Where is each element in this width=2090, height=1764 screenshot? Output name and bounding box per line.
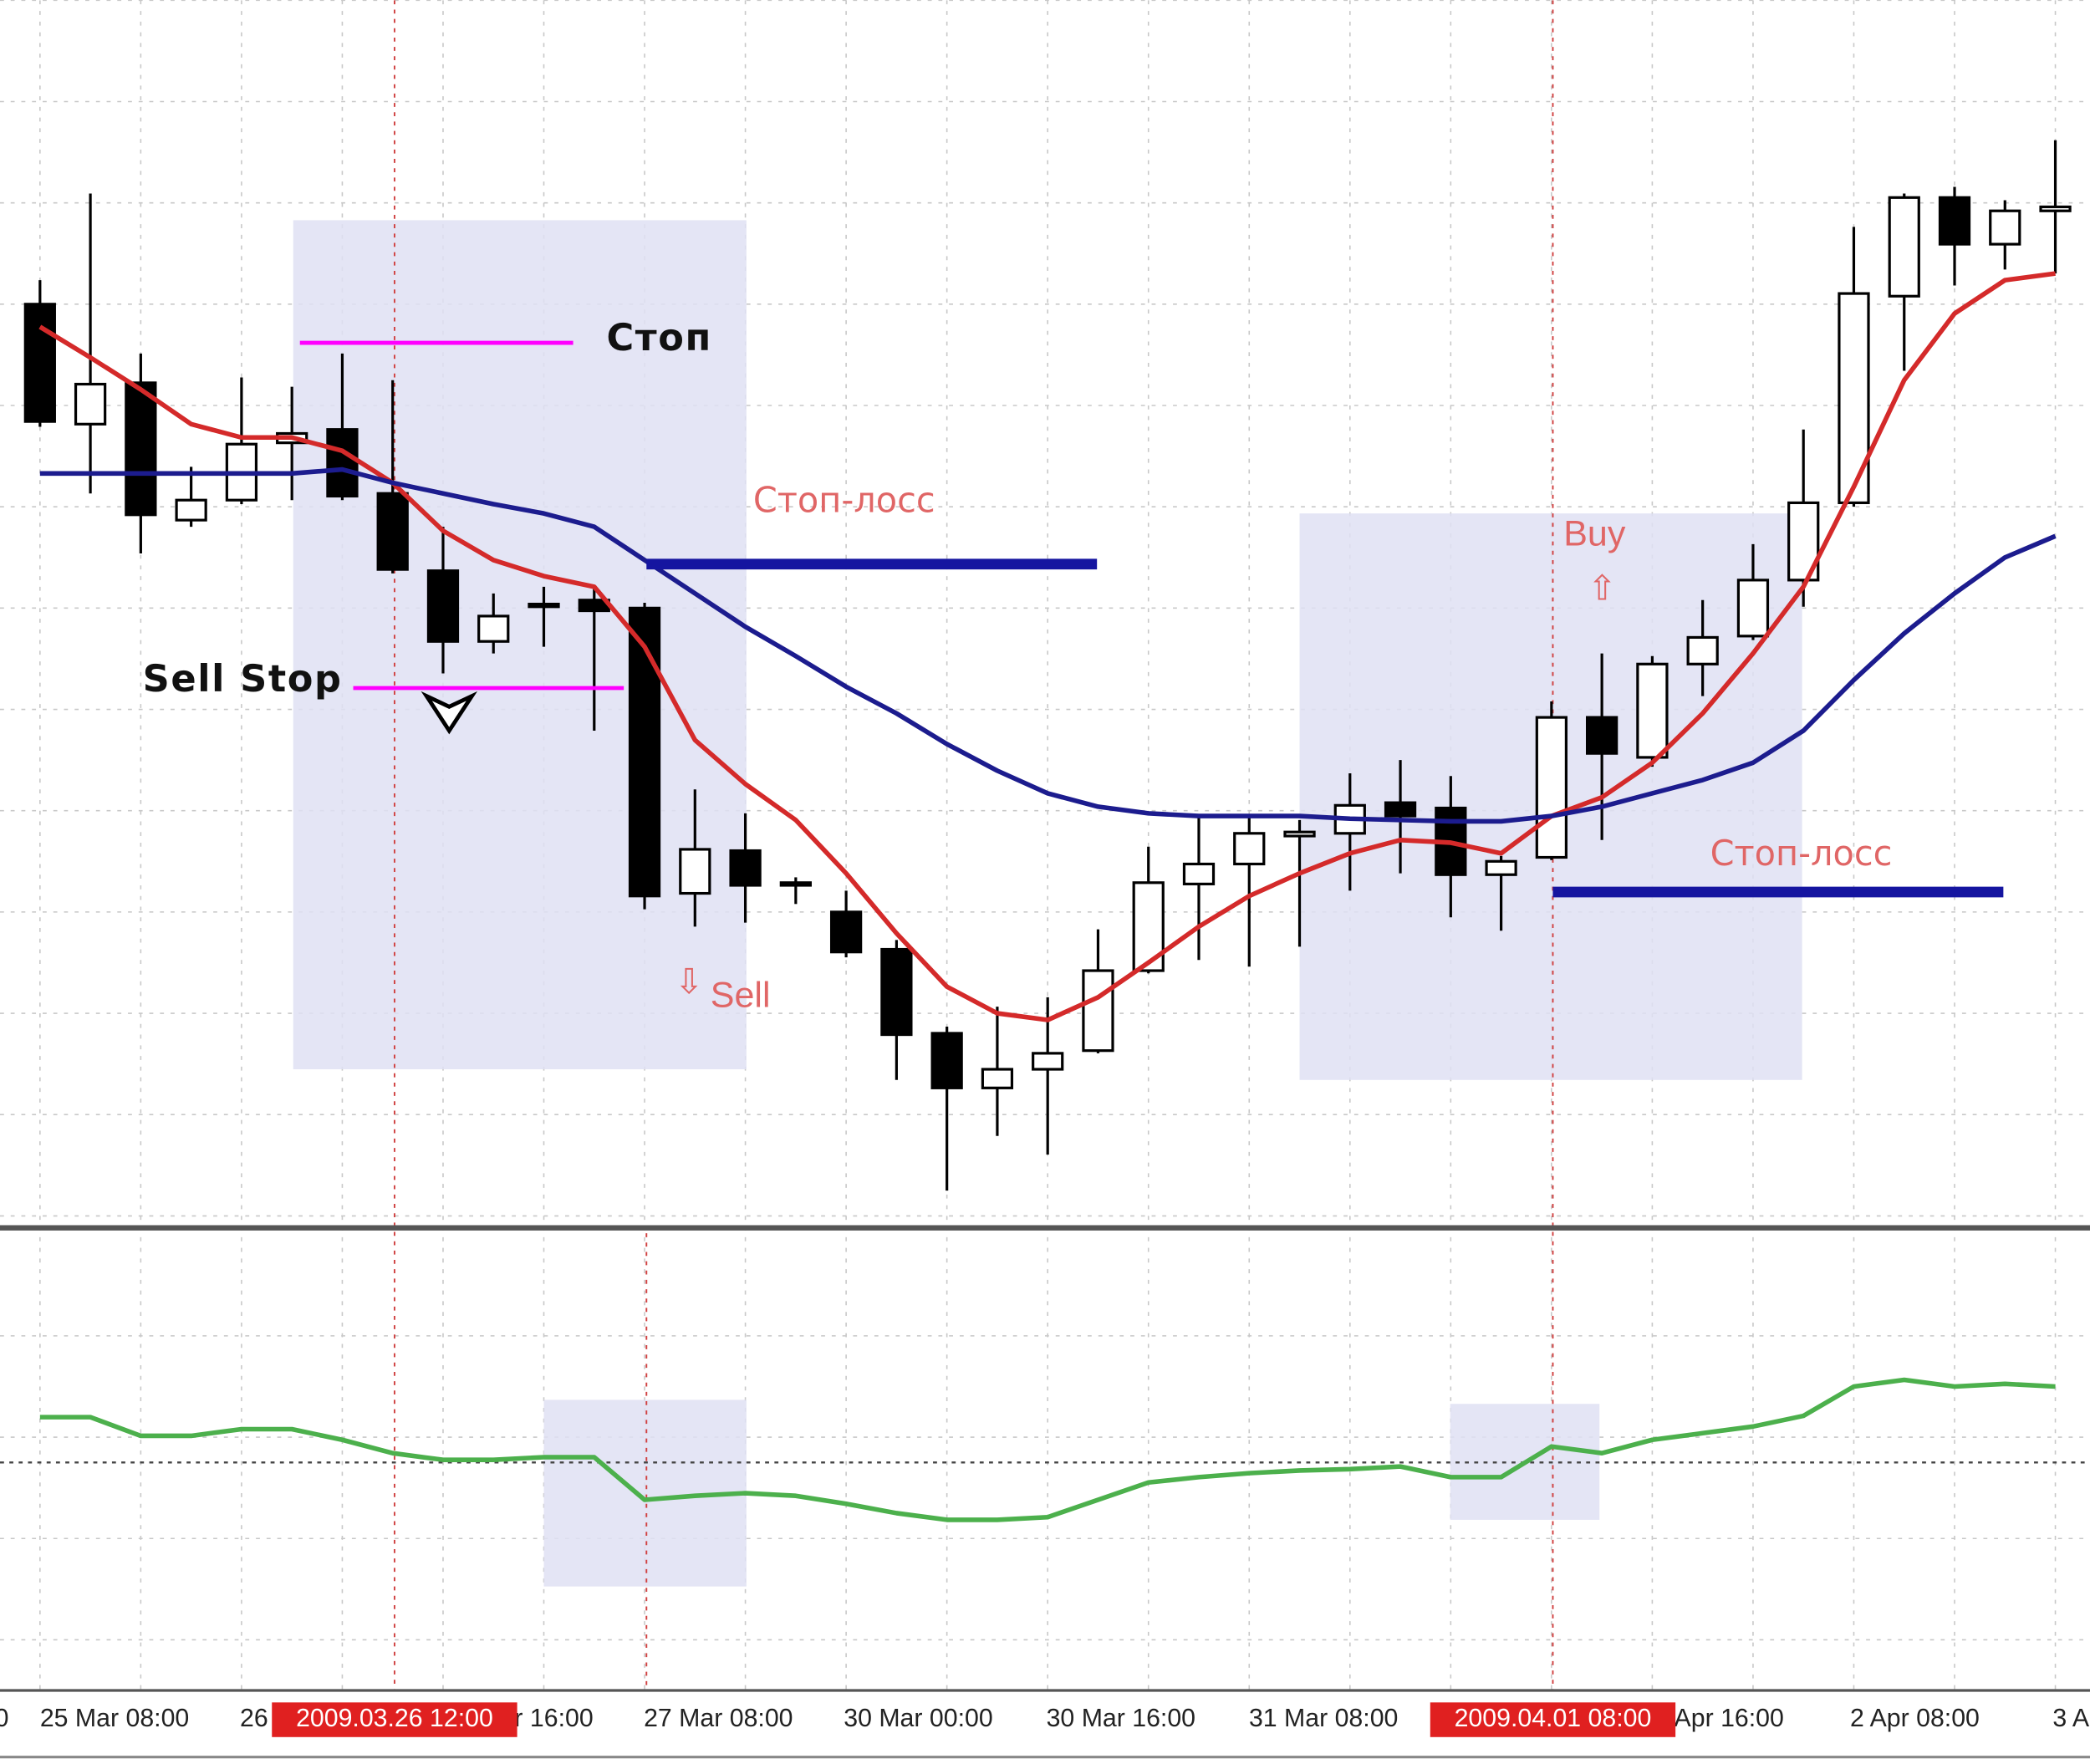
level-label: Стоп-лосс	[753, 480, 935, 520]
time-label: 3 A	[2052, 1705, 2090, 1732]
candle-body	[376, 492, 409, 571]
candle-body	[326, 428, 359, 498]
signal-label: Buy	[1563, 514, 1626, 554]
cursor-label: 2009.04.01 08:00	[1455, 1705, 1652, 1732]
candle-body	[1636, 662, 1669, 759]
candle-body	[1586, 716, 1618, 755]
level-label: Стоп	[606, 316, 711, 359]
time-label: 30 Mar 00:00	[844, 1705, 992, 1732]
candle-body	[1787, 501, 1820, 582]
moving-average	[39, 466, 2057, 824]
candle-body	[23, 303, 56, 423]
candle-body	[1938, 196, 1971, 246]
time-label: 26	[240, 1705, 268, 1732]
candle-body	[426, 569, 460, 643]
time-label: Apr 16:00	[1675, 1705, 1784, 1732]
candle-body	[477, 614, 510, 643]
candle-body	[1535, 716, 1568, 859]
time-label: 30 Mar 16:00	[1047, 1705, 1195, 1732]
time-label: 31 Mar 08:00	[1249, 1705, 1398, 1732]
level-label: Стоп-лосс	[1710, 834, 1893, 874]
candle-body	[1384, 801, 1417, 818]
candle-body	[880, 947, 913, 1037]
candle-body	[2039, 205, 2072, 212]
candle-body	[1132, 881, 1165, 972]
moving-average	[38, 271, 2056, 1022]
candle-body	[829, 910, 863, 954]
signal-arrow: ⇩	[675, 961, 704, 1002]
candle-body	[175, 498, 207, 522]
candle-body	[1838, 292, 1870, 504]
candle-body	[628, 606, 661, 898]
candle-body	[729, 849, 762, 887]
signal-label: Sell	[711, 975, 771, 1015]
candle-body	[1082, 969, 1114, 1053]
level-label: Sell Stop	[143, 657, 343, 701]
candle-body	[1888, 196, 1920, 298]
cursor-label-box	[272, 1702, 517, 1737]
candle-body	[679, 848, 711, 895]
candle-body	[1182, 862, 1216, 885]
cursor-label-box	[1430, 1702, 1676, 1737]
cursor-label: 2009.03.26 12:00	[296, 1705, 493, 1732]
indicator-line	[39, 1377, 2056, 1522]
candle-body	[981, 1068, 1014, 1089]
candle-body	[1736, 579, 1770, 638]
signal-arrow: ⇧	[1588, 568, 1617, 609]
candle-body	[1032, 1052, 1064, 1071]
candle-body	[1233, 832, 1266, 866]
candle-body	[1283, 830, 1316, 838]
time-label: 2 Apr 08:00	[1850, 1705, 1980, 1732]
time-label: r 16:00	[514, 1705, 593, 1732]
candle-body	[779, 881, 812, 887]
sell-zone	[293, 220, 747, 1070]
candle-body	[125, 381, 157, 517]
candle-body	[74, 382, 107, 426]
time-label: 27 Mar 08:00	[644, 1705, 793, 1732]
time-label: 0	[0, 1705, 8, 1732]
sell-stop-marker	[421, 691, 478, 735]
time-label: 25 Mar 08:00	[40, 1705, 189, 1732]
candle-body	[1686, 635, 1719, 665]
candle-body	[930, 1032, 963, 1089]
candle-body	[1989, 209, 2021, 246]
candle-body	[1485, 859, 1517, 876]
candle-body	[528, 602, 560, 609]
